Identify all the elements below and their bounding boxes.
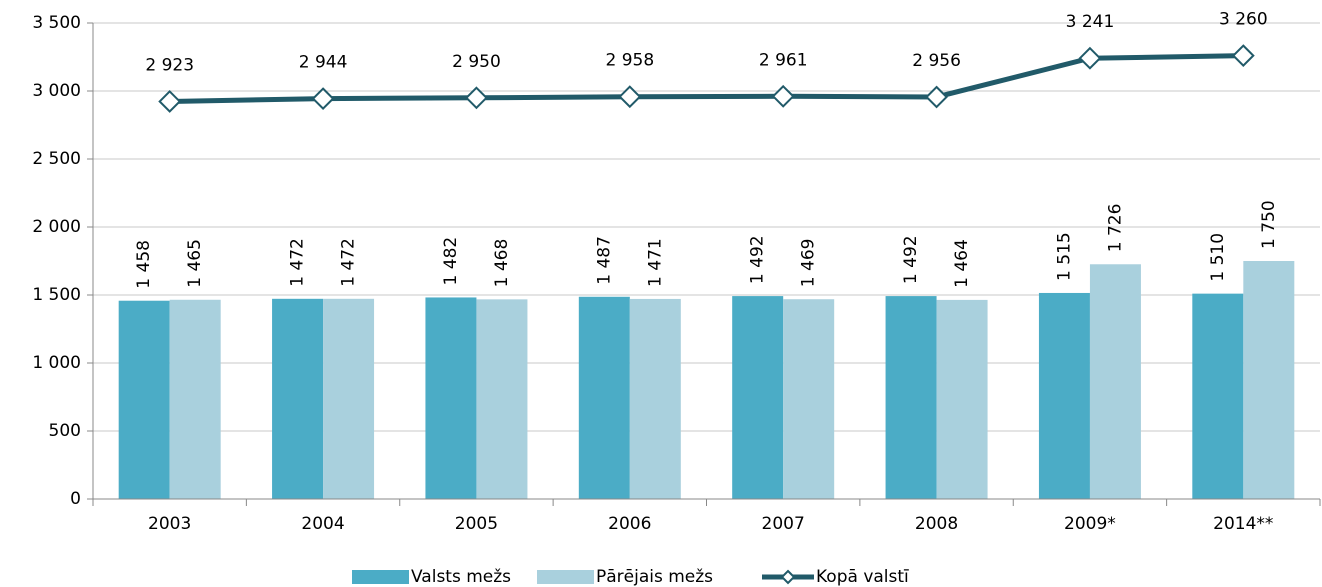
bar: [629, 298, 681, 499]
data-label: 2 923: [145, 55, 194, 75]
legend-label: Pārējais mežs: [596, 567, 713, 587]
bar: [425, 297, 477, 499]
data-label: 1 515: [1054, 232, 1074, 281]
data-label: 2 944: [299, 53, 348, 73]
bar: [1243, 261, 1295, 499]
marker: [465, 86, 488, 110]
marker: [1078, 46, 1102, 70]
bar: [1089, 264, 1141, 499]
x-tick-label: 2007: [762, 514, 805, 534]
marker: [311, 87, 335, 111]
y-tick-label: 1 000: [32, 353, 81, 373]
data-label: 1 726: [1105, 204, 1125, 253]
x-tick-label: 2014**: [1213, 514, 1273, 534]
x-tick-label: 2003: [148, 514, 191, 534]
bar: [783, 299, 835, 499]
legend-marker: [780, 569, 796, 585]
data-label: 2 950: [452, 52, 501, 72]
data-label: 1 465: [185, 239, 205, 288]
marker: [1231, 44, 1255, 68]
x-tick-label: 2008: [915, 514, 958, 534]
data-label: 1 482: [441, 237, 461, 286]
marker: [618, 85, 642, 109]
bar: [578, 296, 630, 499]
data-label: 1 750: [1259, 200, 1279, 249]
y-tick-label: 1 500: [32, 285, 81, 305]
data-label: 1 468: [492, 239, 512, 288]
y-tick-label: 500: [49, 421, 81, 441]
data-label: 1 510: [1208, 233, 1228, 282]
bar: [272, 298, 324, 499]
data-label: 1 458: [134, 240, 154, 289]
legend-swatch: [352, 570, 409, 584]
bar: [169, 299, 221, 499]
bar: [118, 300, 170, 499]
marker: [771, 84, 795, 108]
legend: Valsts mežs Pārējais mežs Kopā valstī: [352, 567, 909, 587]
y-tick-label: 3 500: [32, 13, 81, 33]
data-label: 1 492: [901, 235, 921, 284]
bar: [1192, 293, 1244, 499]
data-label: 3 241: [1066, 12, 1115, 32]
y-tick-label: 0: [70, 489, 81, 509]
bar: [476, 299, 528, 499]
x-tick-label: 2005: [455, 514, 498, 534]
marker: [925, 85, 948, 109]
data-label: 1 472: [339, 238, 359, 287]
x-tick-label: 2006: [608, 514, 651, 534]
data-label: 2 956: [912, 51, 961, 71]
bar: [323, 298, 375, 499]
x-tick-label: 2004: [301, 514, 344, 534]
data-label: 3 260: [1219, 10, 1268, 30]
y-tick-label: 2 000: [32, 217, 81, 237]
y-tick-label: 2 500: [32, 149, 81, 169]
y-tick-label: 3 000: [32, 81, 81, 101]
data-label: 1 487: [594, 236, 614, 285]
bar: [885, 296, 937, 499]
data-label: 1 464: [952, 239, 972, 288]
data-label: 1 492: [748, 235, 768, 284]
data-label: 1 472: [288, 238, 308, 287]
data-label: 1 471: [645, 238, 665, 287]
bar: [936, 299, 988, 499]
legend-label: Kopā valstī: [816, 567, 909, 587]
data-label: 2 961: [759, 50, 808, 70]
line: [169, 53, 1244, 104]
bar: [1038, 292, 1090, 499]
data-label: 2 958: [605, 51, 654, 71]
data-label: 1 469: [799, 239, 819, 288]
marker: [158, 90, 182, 113]
x-tick-label: 2009*: [1064, 514, 1116, 534]
legend-swatch: [537, 570, 594, 584]
legend-label: Valsts mežs: [411, 567, 511, 587]
bar: [732, 296, 784, 499]
